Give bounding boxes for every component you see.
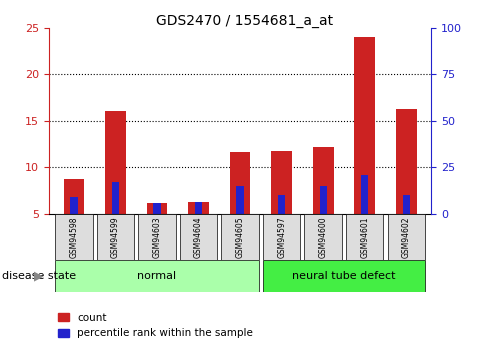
Bar [112, 182, 119, 214]
Text: GSM94605: GSM94605 [236, 216, 245, 258]
FancyBboxPatch shape [180, 214, 217, 260]
Text: GSM94602: GSM94602 [402, 216, 411, 258]
Text: neural tube defect: neural tube defect [292, 271, 396, 281]
Bar [271, 150, 292, 214]
Bar [64, 178, 84, 214]
Text: GSM94601: GSM94601 [360, 216, 369, 258]
Bar [195, 202, 202, 214]
FancyBboxPatch shape [263, 214, 300, 260]
FancyBboxPatch shape [346, 214, 384, 260]
Legend: count, percentile rank within the sample: count, percentile rank within the sample [54, 309, 257, 342]
Bar [403, 195, 410, 214]
Text: GSM94598: GSM94598 [70, 216, 78, 258]
Text: GSM94600: GSM94600 [318, 216, 328, 258]
Bar [147, 203, 168, 214]
FancyBboxPatch shape [55, 260, 259, 292]
Bar [105, 110, 126, 214]
FancyBboxPatch shape [304, 214, 342, 260]
FancyBboxPatch shape [263, 260, 425, 292]
Text: disease state: disease state [2, 271, 76, 281]
Bar [396, 109, 416, 214]
FancyBboxPatch shape [138, 214, 176, 260]
Text: GSM94604: GSM94604 [194, 216, 203, 258]
Text: GDS2470 / 1554681_a_at: GDS2470 / 1554681_a_at [156, 14, 334, 28]
FancyBboxPatch shape [388, 214, 425, 260]
FancyBboxPatch shape [55, 214, 93, 260]
Bar [188, 202, 209, 214]
Bar [70, 197, 77, 214]
Text: GSM94603: GSM94603 [152, 216, 162, 258]
Bar [278, 195, 285, 214]
Text: GSM94597: GSM94597 [277, 216, 286, 258]
Bar [354, 37, 375, 214]
FancyBboxPatch shape [221, 214, 259, 260]
Bar [361, 175, 368, 214]
Text: GSM94599: GSM94599 [111, 216, 120, 258]
Bar [319, 186, 327, 214]
Bar [313, 147, 334, 214]
Bar [153, 203, 161, 214]
Bar [237, 186, 244, 214]
Text: ▶: ▶ [33, 269, 43, 283]
FancyBboxPatch shape [97, 214, 134, 260]
Text: normal: normal [138, 271, 176, 281]
Bar [230, 152, 250, 214]
